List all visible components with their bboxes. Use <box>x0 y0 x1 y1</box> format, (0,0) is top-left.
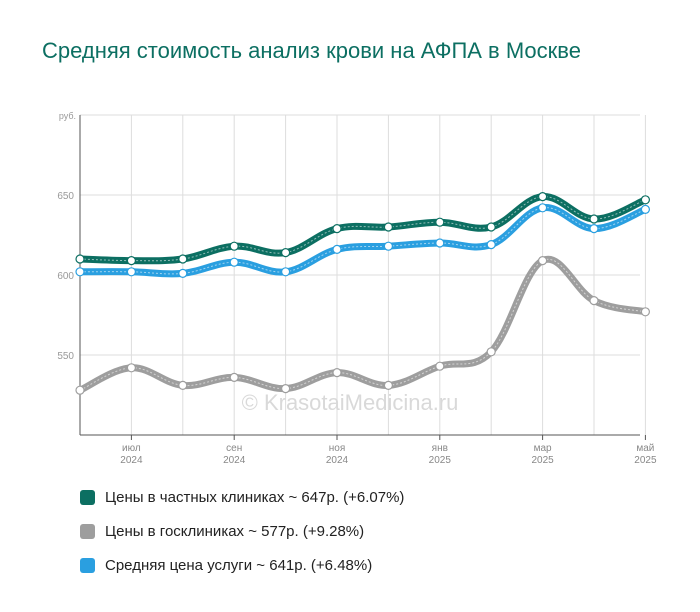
legend-swatch-public <box>80 523 95 539</box>
watermark: © KrasotaiMedicina.ru <box>0 390 700 416</box>
watermark-text: © KrasotaiMedicina.ru <box>241 390 459 415</box>
x-tick-label-year: 2025 <box>634 455 657 466</box>
data-point <box>75 267 85 277</box>
data-point <box>178 380 188 390</box>
data-point <box>75 385 85 395</box>
data-point <box>178 268 188 278</box>
data-point <box>486 240 496 250</box>
data-point <box>435 361 445 371</box>
data-point <box>229 372 239 382</box>
data-point <box>229 241 239 251</box>
x-tick-label-month: мар <box>534 443 552 454</box>
data-point <box>589 296 599 306</box>
legend-item-average[interactable]: Средняя цена услуги ~ 641р. (+6.48%) <box>80 548 404 582</box>
data-point <box>383 380 393 390</box>
data-point <box>178 254 188 264</box>
series-line-0 <box>76 193 649 265</box>
data-point <box>332 368 342 378</box>
data-point <box>332 244 342 254</box>
x-tick-label-year: 2024 <box>326 455 349 466</box>
data-point <box>589 214 599 224</box>
tick-labels: 550600650руб.июл2024сен2024ноя2024янв202… <box>57 111 657 466</box>
legend: Цены в частных клиниках ~ 647р. (+6.07%)… <box>80 480 404 582</box>
x-tick-label-year: 2024 <box>120 455 143 466</box>
y-tick-label: 600 <box>57 271 74 282</box>
data-point <box>640 307 651 317</box>
data-point <box>640 195 651 205</box>
data-point <box>435 238 445 248</box>
data-points <box>75 192 651 395</box>
x-tick-label-year: 2024 <box>223 455 246 466</box>
legend-label-average: Средняя цена услуги ~ 641р. (+6.48%) <box>105 556 373 574</box>
x-tick-label-month: сен <box>226 443 242 454</box>
legend-swatch-average <box>80 557 95 573</box>
y-tick-label: 550 <box>57 351 74 362</box>
y-tick-label: 650 <box>57 191 74 202</box>
legend-item-private[interactable]: Цены в частных клиниках ~ 647р. (+6.07%) <box>80 480 404 514</box>
data-point <box>281 267 291 277</box>
x-tick-label-month: ноя <box>329 443 346 454</box>
data-point <box>126 256 136 266</box>
data-point <box>435 217 445 227</box>
x-tick-label-year: 2025 <box>531 455 554 466</box>
series-line-texture-1 <box>79 258 646 391</box>
series-lines <box>76 193 649 394</box>
data-point <box>281 384 291 394</box>
legend-label-public: Цены в госклиниках ~ 577р. (+9.28%) <box>105 522 365 540</box>
x-tick-label-month: янв <box>432 443 448 454</box>
data-point <box>126 363 136 373</box>
data-point <box>486 222 496 232</box>
legend-label-private: Цены в частных клиниках ~ 647р. (+6.07%) <box>105 488 405 506</box>
data-point <box>281 248 291 258</box>
data-point <box>332 224 342 234</box>
data-point <box>383 222 393 232</box>
x-tick-label-month: май <box>636 443 654 454</box>
y-unit-label: руб. <box>59 111 76 121</box>
grid-lines <box>80 114 646 435</box>
x-tick-label-year: 2025 <box>429 455 452 466</box>
data-point <box>126 267 136 277</box>
data-point <box>589 224 599 234</box>
data-point <box>383 241 393 251</box>
series-line-1 <box>76 255 649 394</box>
legend-swatch-private <box>80 489 95 505</box>
data-point <box>640 204 651 214</box>
data-point <box>486 347 496 357</box>
data-point <box>537 192 548 202</box>
chart-title: Средняя стоимость анализ крови на АФПА в… <box>42 38 581 63</box>
legend-item-public[interactable]: Цены в госклиниках ~ 577р. (+9.28%) <box>80 514 404 548</box>
data-point <box>75 254 85 264</box>
data-point <box>537 256 548 266</box>
data-point <box>229 257 239 267</box>
data-point <box>537 203 548 213</box>
x-tick-label-month: июл <box>122 443 141 454</box>
